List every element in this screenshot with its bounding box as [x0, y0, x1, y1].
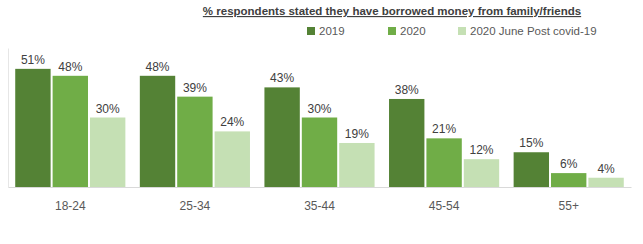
- title: % respondents stated they have borrowed …: [203, 5, 581, 17]
- x-tick: 18-24: [55, 187, 86, 213]
- bar: [514, 152, 549, 187]
- bar: [140, 76, 175, 187]
- y-axis: [8, 49, 9, 188]
- bar: [426, 138, 461, 187]
- data-label: 4%: [597, 162, 615, 176]
- x-tick-label: 35-44: [304, 199, 335, 213]
- bar: [15, 69, 50, 187]
- x-tick-label: 55+: [559, 199, 579, 213]
- data-label: 43%: [270, 71, 294, 85]
- y-axis-line: [8, 49, 9, 188]
- data-label: 48%: [58, 60, 82, 74]
- x-tick-label: 45-54: [429, 199, 460, 213]
- x-tick: 45-54: [429, 187, 460, 213]
- data-label: 21%: [432, 122, 456, 136]
- x-tick: 35-44: [304, 187, 335, 213]
- bar: [588, 178, 623, 187]
- legend-label: 2020: [400, 25, 426, 37]
- data-label: 51%: [21, 53, 45, 67]
- x-tick-label: 18-24: [55, 199, 86, 213]
- legend-item: 2020: [388, 25, 426, 37]
- bar: [53, 76, 88, 187]
- data-label: 38%: [395, 83, 419, 97]
- bar: [302, 118, 337, 188]
- data-label: 24%: [220, 115, 244, 129]
- legend-swatch: [388, 27, 396, 35]
- bar: [339, 143, 374, 187]
- legend-swatch: [307, 27, 315, 35]
- data-label: 19%: [345, 127, 369, 141]
- legend-label: 2020 June Post covid-19: [470, 25, 597, 37]
- data-label: 48%: [146, 60, 170, 74]
- bar: [389, 99, 424, 187]
- legend-swatch: [458, 27, 466, 35]
- x-axis: 18-24 25-34 35-44 45-54 55+: [9, 187, 632, 213]
- x-tick: 55+: [559, 187, 579, 213]
- data-label: 12%: [469, 143, 493, 157]
- bar: [215, 131, 250, 187]
- data-label: 6%: [560, 157, 578, 171]
- data-label: 39%: [183, 81, 207, 95]
- data-label: 15%: [519, 136, 543, 150]
- plot: 18-24 25-34 35-44 45-54 55+ 51% 48% 43% 38% 15% 48…: [9, 49, 632, 213]
- bar: [90, 118, 125, 188]
- legend-item: 2020 June Post covid-19: [458, 25, 597, 37]
- legend: 2019 2020 2020 June Post covid-19: [307, 25, 597, 37]
- data-labels: 51% 48% 43% 38% 15% 48% 39% 30% 21% 6% 30% 24% 19% 12…: [21, 53, 615, 176]
- bar: [177, 97, 212, 187]
- legend-item: 2019: [307, 25, 345, 37]
- legend-label: 2019: [319, 25, 345, 37]
- data-label: 30%: [96, 102, 120, 116]
- chart: 18-24 25-34 35-44 45-54 55+ 51% 48% 43% 38% 15% 48…: [0, 0, 643, 244]
- data-label: 30%: [307, 102, 331, 116]
- bar: [551, 173, 586, 187]
- bar: [264, 87, 299, 187]
- bar: [464, 159, 499, 187]
- x-axis-line: [9, 187, 632, 188]
- x-tick-label: 25-34: [180, 199, 211, 213]
- bars: [15, 69, 624, 187]
- x-tick: 25-34: [180, 187, 211, 213]
